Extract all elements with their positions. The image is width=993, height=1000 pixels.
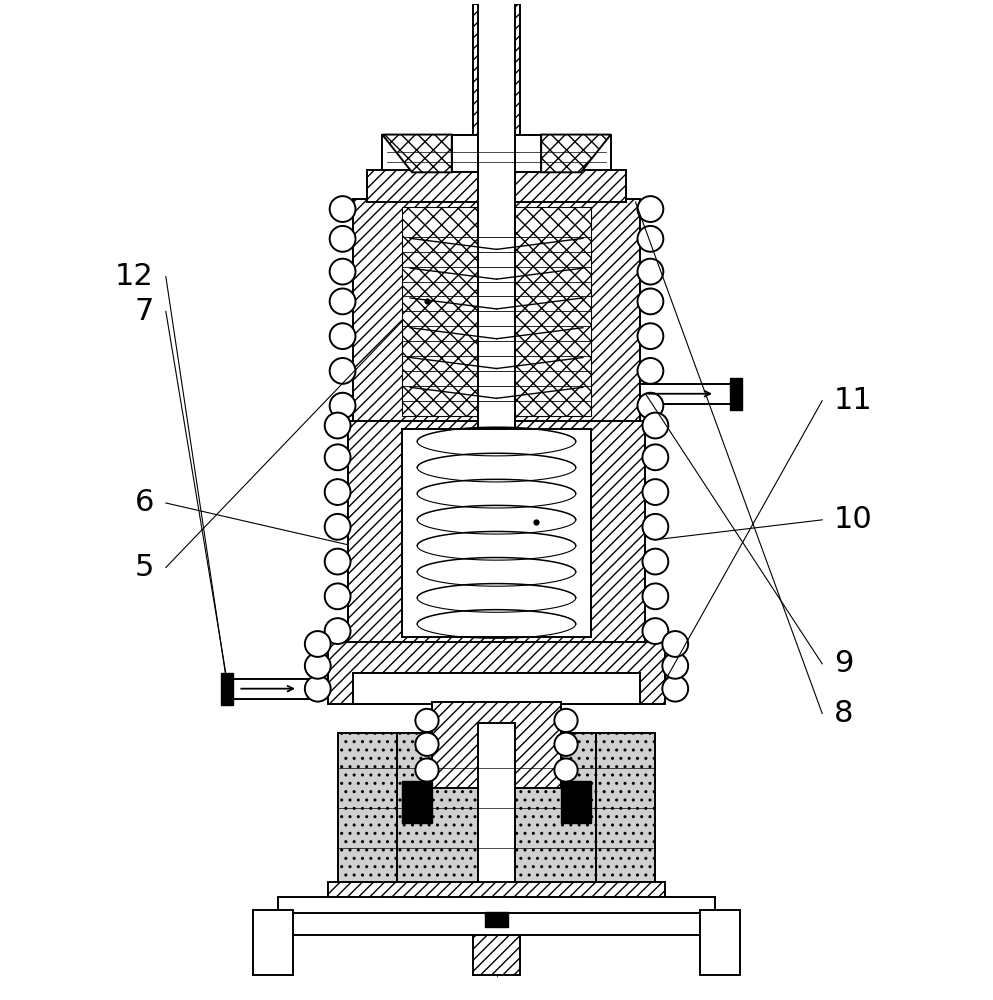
Text: 8: 8 — [834, 699, 854, 728]
Circle shape — [554, 733, 578, 756]
Circle shape — [642, 583, 668, 609]
Bar — [478, 723, 515, 892]
Bar — [328, 642, 665, 704]
Circle shape — [415, 709, 439, 732]
Circle shape — [638, 393, 663, 419]
Circle shape — [330, 323, 355, 349]
Bar — [452, 135, 541, 172]
Circle shape — [325, 444, 351, 470]
Bar — [402, 207, 591, 416]
Bar — [348, 421, 645, 644]
Bar — [258, 913, 735, 935]
Circle shape — [330, 358, 355, 384]
Bar — [402, 781, 432, 823]
Circle shape — [642, 479, 668, 505]
Bar — [278, 897, 715, 915]
Circle shape — [325, 514, 351, 540]
Circle shape — [662, 631, 688, 657]
Bar — [478, 0, 515, 428]
Circle shape — [638, 259, 663, 285]
Circle shape — [325, 479, 351, 505]
Text: 10: 10 — [834, 505, 873, 534]
Circle shape — [415, 758, 439, 782]
Bar — [233, 679, 318, 699]
Circle shape — [330, 226, 355, 252]
Bar — [432, 702, 561, 788]
Bar — [221, 673, 233, 705]
Text: 9: 9 — [834, 649, 854, 678]
Bar — [473, 3, 520, 138]
Circle shape — [662, 676, 688, 702]
Bar — [353, 673, 640, 704]
Circle shape — [325, 413, 351, 438]
Text: 11: 11 — [834, 386, 873, 415]
Bar — [700, 910, 740, 975]
Polygon shape — [541, 135, 611, 172]
Circle shape — [638, 358, 663, 384]
Circle shape — [305, 631, 331, 657]
Circle shape — [638, 196, 663, 222]
Bar — [382, 135, 611, 172]
Bar — [402, 429, 591, 637]
Circle shape — [330, 288, 355, 314]
Bar — [328, 882, 665, 900]
Circle shape — [662, 653, 688, 679]
Bar — [353, 199, 640, 423]
Circle shape — [642, 413, 668, 438]
Circle shape — [305, 676, 331, 702]
Text: 6: 6 — [134, 488, 154, 517]
Text: 5: 5 — [134, 553, 154, 582]
Bar — [640, 384, 735, 404]
Bar — [561, 781, 591, 823]
Circle shape — [638, 288, 663, 314]
Circle shape — [330, 196, 355, 222]
Circle shape — [415, 733, 439, 756]
Circle shape — [330, 393, 355, 419]
Bar — [485, 912, 508, 927]
Circle shape — [325, 549, 351, 574]
Circle shape — [642, 618, 668, 644]
Circle shape — [642, 514, 668, 540]
Circle shape — [305, 653, 331, 679]
Circle shape — [325, 583, 351, 609]
Circle shape — [642, 549, 668, 574]
Circle shape — [638, 226, 663, 252]
Circle shape — [330, 259, 355, 285]
Polygon shape — [382, 135, 452, 172]
Bar — [730, 378, 742, 410]
Bar — [473, 890, 520, 975]
Text: 12: 12 — [115, 262, 154, 291]
Bar — [338, 733, 655, 887]
Circle shape — [554, 709, 578, 732]
Bar — [367, 170, 626, 202]
Bar — [253, 910, 293, 975]
Circle shape — [325, 618, 351, 644]
Circle shape — [554, 758, 578, 782]
Circle shape — [642, 444, 668, 470]
Text: 7: 7 — [134, 297, 154, 326]
Circle shape — [638, 323, 663, 349]
